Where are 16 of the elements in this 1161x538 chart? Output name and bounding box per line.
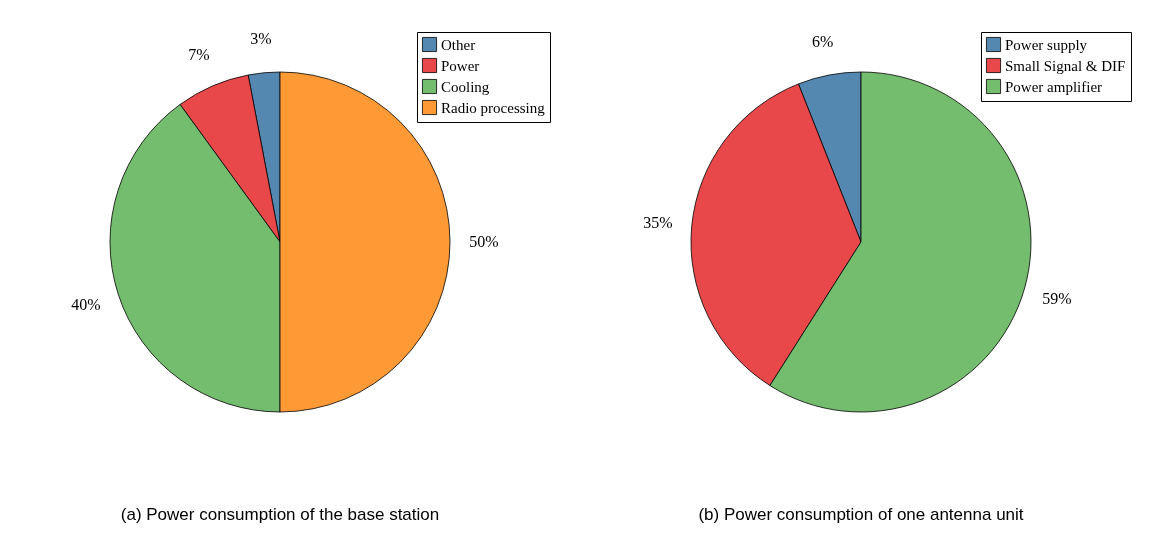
- legend-label: Radio processing: [441, 99, 546, 116]
- legend-label: Power amplifier: [1005, 78, 1103, 95]
- legend-label: Power supply: [1005, 36, 1088, 53]
- data-label: 6%: [812, 32, 834, 50]
- data-label: 59%: [1042, 289, 1072, 307]
- data-label: 3%: [250, 29, 272, 47]
- text: (b) Power consumption of one antenna unit: [698, 505, 1024, 524]
- data-label: 7%: [188, 45, 210, 63]
- legend-label: Power: [441, 57, 480, 74]
- data-label: 35%: [643, 213, 673, 231]
- legend-label: Small Signal & DIF: [1005, 57, 1126, 74]
- data-label: 40%: [71, 296, 101, 314]
- legend-label: Cooling: [441, 78, 490, 95]
- legend-label: Other: [441, 36, 476, 53]
- data-label: 50%: [469, 233, 499, 250]
- text: (a) Power consumption of the base station: [120, 505, 440, 524]
